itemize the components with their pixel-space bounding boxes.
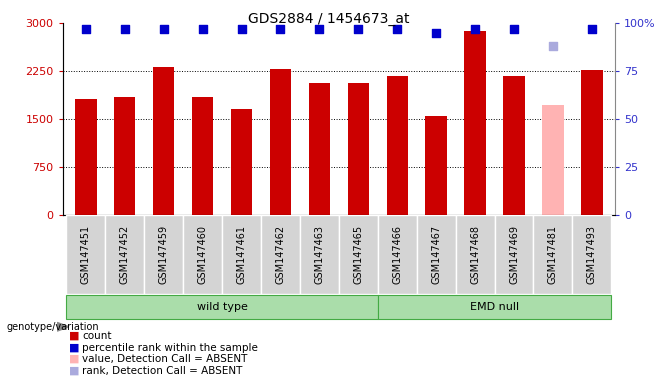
Text: ■: ■ [69, 331, 80, 341]
Point [120, 26, 130, 32]
Bar [144, 215, 183, 294]
Text: value, Detection Call = ABSENT: value, Detection Call = ABSENT [82, 354, 247, 364]
Bar [503, 76, 524, 215]
Point [431, 30, 442, 36]
Bar [183, 215, 222, 294]
Bar [465, 31, 486, 215]
Text: ■: ■ [69, 366, 80, 376]
Text: GSM147463: GSM147463 [315, 225, 324, 284]
Bar [572, 215, 611, 294]
Point [80, 26, 91, 32]
Point [392, 26, 403, 32]
Bar [378, 215, 417, 294]
Text: ■: ■ [69, 354, 80, 364]
Bar [261, 215, 300, 294]
Text: percentile rank within the sample: percentile rank within the sample [82, 343, 258, 353]
Text: GSM147461: GSM147461 [237, 225, 247, 284]
Bar [309, 83, 330, 215]
Point [509, 26, 519, 32]
Text: GSM147459: GSM147459 [159, 225, 168, 284]
Bar [192, 97, 213, 215]
Text: GSM147466: GSM147466 [392, 225, 402, 284]
Bar [426, 116, 447, 215]
Text: wild type: wild type [197, 302, 247, 312]
Text: GSM147469: GSM147469 [509, 225, 519, 284]
Bar [231, 109, 252, 215]
Bar [347, 83, 369, 215]
Bar [495, 215, 534, 294]
Bar [386, 76, 408, 215]
Bar [417, 215, 455, 294]
Text: rank, Detection Call = ABSENT: rank, Detection Call = ABSENT [82, 366, 243, 376]
Bar [455, 215, 495, 294]
Bar [270, 69, 291, 215]
Text: ■: ■ [69, 343, 80, 353]
Bar [300, 215, 339, 294]
Bar [153, 67, 174, 215]
Text: GDS2884 / 1454673_at: GDS2884 / 1454673_at [248, 12, 410, 25]
Bar [75, 99, 97, 215]
Point [470, 26, 480, 32]
Bar [114, 97, 136, 215]
Point [275, 26, 286, 32]
Text: GSM147460: GSM147460 [197, 225, 208, 284]
Text: GSM147462: GSM147462 [276, 225, 286, 284]
Text: count: count [82, 331, 112, 341]
Bar [542, 105, 564, 215]
Text: GSM147468: GSM147468 [470, 225, 480, 284]
Bar [66, 215, 105, 294]
Polygon shape [57, 323, 69, 331]
Text: GSM147452: GSM147452 [120, 225, 130, 284]
Bar [222, 215, 261, 294]
Bar [534, 215, 572, 294]
Bar [66, 295, 378, 319]
Bar [378, 295, 611, 319]
Bar [581, 70, 603, 215]
Point [314, 26, 324, 32]
Text: GSM147493: GSM147493 [587, 225, 597, 284]
Point [159, 26, 169, 32]
Bar [339, 215, 378, 294]
Point [587, 26, 597, 32]
Point [547, 43, 558, 49]
Text: genotype/variation: genotype/variation [7, 322, 99, 332]
Point [353, 26, 364, 32]
Text: GSM147451: GSM147451 [81, 225, 91, 284]
Text: GSM147481: GSM147481 [548, 225, 558, 284]
Text: EMD null: EMD null [470, 302, 519, 312]
Text: GSM147465: GSM147465 [353, 225, 363, 284]
Point [236, 26, 247, 32]
Bar [105, 215, 144, 294]
Point [197, 26, 208, 32]
Text: GSM147467: GSM147467 [431, 225, 441, 284]
